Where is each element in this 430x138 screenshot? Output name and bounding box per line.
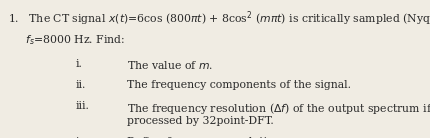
Text: ii.: ii. (75, 80, 86, 90)
Text: processed by 32point-DFT.: processed by 32point-DFT. (127, 116, 273, 126)
Text: 1.   The CT signal $x(t)$=6cos (800$\pi t$) + 8cos$^{2}$ ($m\pi t$) is criticall: 1. The CT signal $x(t)$=6cos (800$\pi t$… (8, 10, 430, 28)
Text: iv.: iv. (75, 137, 87, 138)
Text: Define frequency resolution.: Define frequency resolution. (127, 137, 284, 138)
Text: The frequency resolution ($\Delta f$) of the output spectrum if the sampled sign: The frequency resolution ($\Delta f$) of… (127, 101, 430, 116)
Text: $f_s$=8000 Hz. Find:: $f_s$=8000 Hz. Find: (8, 33, 125, 47)
Text: The frequency components of the signal.: The frequency components of the signal. (127, 80, 351, 90)
Text: iii.: iii. (75, 101, 89, 111)
Text: The value of $m$.: The value of $m$. (127, 59, 213, 71)
Text: i.: i. (75, 59, 82, 69)
